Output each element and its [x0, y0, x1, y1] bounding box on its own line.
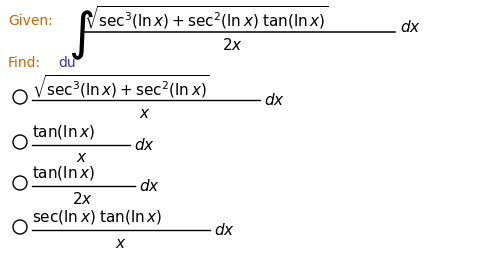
- Text: $\mathrm{sec}(\ln x)\;\mathrm{tan}(\ln x)$: $\mathrm{sec}(\ln x)\;\mathrm{tan}(\ln x…: [32, 208, 162, 226]
- Text: $dx$: $dx$: [264, 92, 285, 108]
- Text: $2x$: $2x$: [71, 191, 93, 207]
- Text: $\int$: $\int$: [68, 8, 94, 62]
- Text: $dx$: $dx$: [139, 178, 160, 194]
- Text: $x$: $x$: [139, 105, 151, 120]
- Text: $2x$: $2x$: [221, 37, 242, 53]
- Text: $dx$: $dx$: [400, 19, 421, 35]
- Text: $x$: $x$: [76, 149, 88, 164]
- Text: $dx$: $dx$: [214, 222, 235, 238]
- Text: $\sqrt{\mathrm{sec}^3(\ln x) + \mathrm{sec}^2(\ln x)\;\mathrm{tan}(\ln x)}$: $\sqrt{\mathrm{sec}^3(\ln x) + \mathrm{s…: [84, 4, 328, 32]
- Text: Find:: Find:: [8, 56, 41, 70]
- Text: $\mathrm{tan}(\ln x)$: $\mathrm{tan}(\ln x)$: [32, 123, 95, 141]
- Text: Given:: Given:: [8, 14, 53, 28]
- Text: $x$: $x$: [115, 235, 127, 250]
- Text: du: du: [58, 56, 75, 70]
- Text: $\sqrt{\mathrm{sec}^3(\ln x) + \mathrm{sec}^2(\ln x)}$: $\sqrt{\mathrm{sec}^3(\ln x) + \mathrm{s…: [32, 73, 210, 100]
- Text: $\mathrm{tan}(\ln x)$: $\mathrm{tan}(\ln x)$: [32, 164, 95, 182]
- Text: $dx$: $dx$: [134, 137, 155, 153]
